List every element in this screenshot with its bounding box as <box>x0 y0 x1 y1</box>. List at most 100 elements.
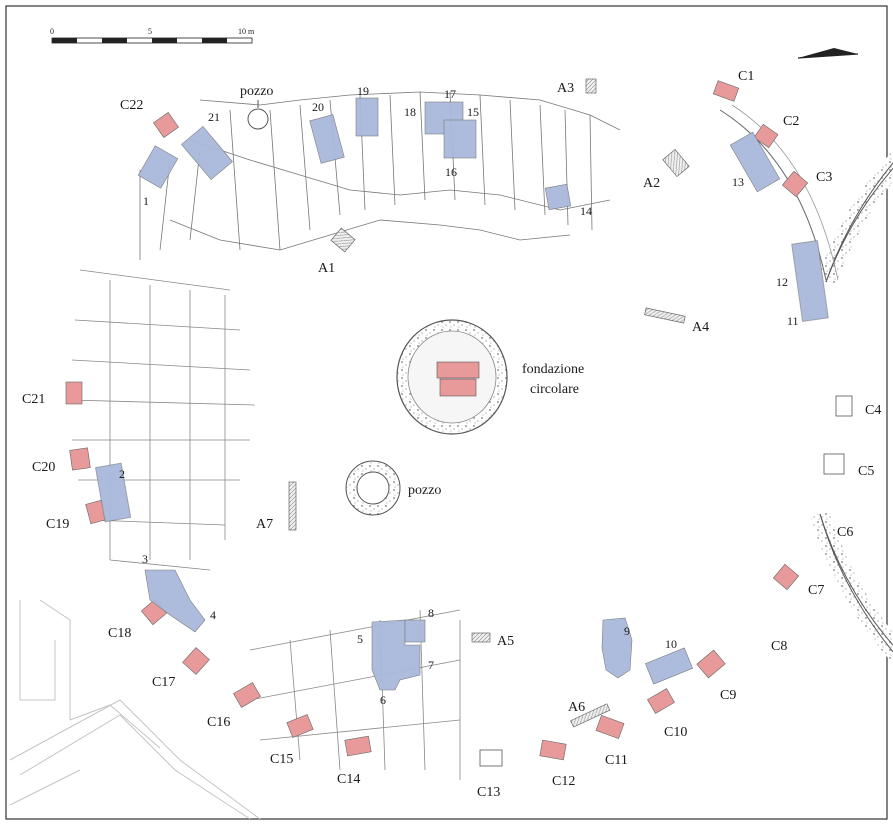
well-center-inner <box>356 471 390 505</box>
label-5: 5 <box>357 632 363 646</box>
block-C3 <box>781 170 809 198</box>
label-C16: C16 <box>207 715 230 730</box>
zone-12-11 <box>791 240 829 322</box>
label-C3: C3 <box>816 170 832 185</box>
label-C14: C14 <box>337 772 360 787</box>
zone-8 <box>404 619 426 643</box>
blue-zones <box>95 97 829 691</box>
label-17: 17 <box>444 87 456 101</box>
label-13: 13 <box>732 175 744 189</box>
block-C22 <box>153 112 179 138</box>
label-circolare: circolare <box>530 382 579 397</box>
label-C10: C10 <box>664 725 687 740</box>
label-8: 8 <box>428 606 434 620</box>
label-pozzo-center: pozzo <box>408 483 441 498</box>
block-C4 <box>835 395 853 417</box>
label-14: 14 <box>580 204 592 218</box>
zone-14 <box>544 183 572 211</box>
label-16: 16 <box>445 165 457 179</box>
block-C12 <box>539 739 567 761</box>
zone-20 <box>309 114 345 164</box>
block-C16 <box>233 682 261 708</box>
label-C7: C7 <box>808 583 824 598</box>
label-11: 11 <box>787 314 799 328</box>
scale-tick-5: 5 <box>148 27 152 36</box>
label-C15: C15 <box>270 752 293 767</box>
label-15: 15 <box>467 105 479 119</box>
zone-19 <box>355 97 379 137</box>
scale-bar: 0 5 10 m <box>50 27 255 44</box>
label-C11: C11 <box>605 753 628 768</box>
label-7: 7 <box>428 658 434 672</box>
labels-numbers: 1 2 3 4 5 6 7 8 9 10 11 12 13 14 15 16 1… <box>119 84 799 707</box>
label-A5: A5 <box>497 634 514 649</box>
block-C2 <box>753 123 779 149</box>
label-C12: C12 <box>552 774 575 789</box>
ne-wall-line-2 <box>731 104 839 281</box>
label-C20: C20 <box>32 460 55 475</box>
element-A7 <box>288 481 297 531</box>
zone-9 <box>601 617 633 679</box>
label-21: 21 <box>208 110 220 124</box>
label-C18: C18 <box>108 626 131 641</box>
outer-wall-inner-edge <box>819 167 893 646</box>
label-12: 12 <box>776 275 788 289</box>
block-C5 <box>823 453 845 475</box>
block-C1 <box>712 80 740 102</box>
label-C9: C9 <box>720 688 736 703</box>
scale-tick-10: 10 m <box>238 27 255 36</box>
scale-tick-0: 0 <box>50 27 54 36</box>
label-pozzo-top: pozzo <box>240 84 273 99</box>
label-C8: C8 <box>771 639 787 654</box>
element-A6 <box>570 703 611 728</box>
block-C11 <box>595 714 625 740</box>
element-A5 <box>471 632 491 643</box>
label-2: 2 <box>119 467 125 481</box>
zone-21 <box>181 125 233 181</box>
label-C22: C22 <box>120 98 143 113</box>
outline-blocks <box>479 395 853 767</box>
red-blocks <box>65 80 809 761</box>
label-18: 18 <box>404 105 416 119</box>
label-A3: A3 <box>557 81 574 96</box>
foundation-block-1 <box>436 361 480 379</box>
block-C20 <box>69 447 91 471</box>
element-A1 <box>330 227 356 253</box>
label-C21: C21 <box>22 392 45 407</box>
label-C2: C2 <box>783 114 799 129</box>
frame-border <box>5 5 888 820</box>
label-fondazione: fondazione <box>522 362 584 377</box>
element-A2 <box>662 148 690 178</box>
label-9: 9 <box>624 624 630 638</box>
zone-2 <box>95 462 132 523</box>
element-A4 <box>644 307 686 324</box>
labels-c: C1 C2 C3 C4 C5 C6 C7 C8 C9 C10 C11 C12 C… <box>22 69 881 800</box>
label-C5: C5 <box>858 464 874 479</box>
block-C13 <box>479 749 503 767</box>
label-20: 20 <box>312 100 324 114</box>
block-C10 <box>647 688 675 714</box>
pavement-left <box>69 269 256 571</box>
north-arrow-icon <box>797 48 859 59</box>
label-C19: C19 <box>46 517 69 532</box>
block-C21 <box>65 381 83 405</box>
label-A2: A2 <box>643 176 660 191</box>
block-C17 <box>182 647 210 675</box>
zone-3-4 <box>144 569 206 633</box>
label-A1: A1 <box>318 261 335 276</box>
label-4: 4 <box>210 608 216 622</box>
label-C6: C6 <box>837 525 853 540</box>
foundation-block-2 <box>439 378 477 397</box>
label-6: 6 <box>380 693 386 707</box>
label-A6: A6 <box>568 700 585 715</box>
label-C1: C1 <box>738 69 754 84</box>
outer-wall-outer-edge <box>819 162 893 653</box>
grey-elements <box>288 78 690 728</box>
label-3: 3 <box>142 552 148 566</box>
well-top <box>247 108 269 130</box>
label-1: 1 <box>143 194 149 208</box>
zone-15-16 <box>443 119 477 159</box>
label-C4: C4 <box>865 403 881 418</box>
